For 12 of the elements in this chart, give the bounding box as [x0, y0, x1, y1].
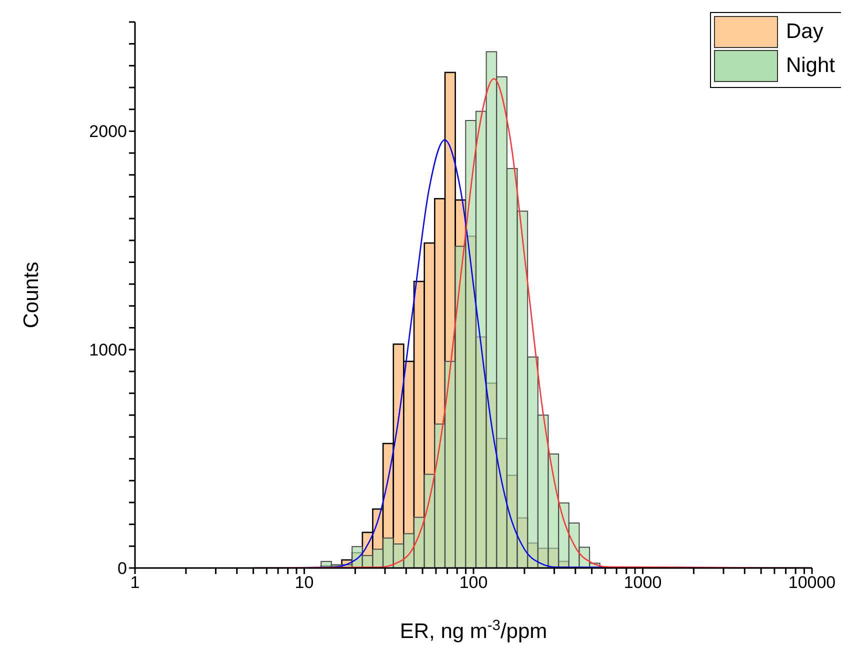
x-tick-label: 1000 — [624, 573, 662, 592]
x-tick-label: 10 — [294, 573, 314, 592]
x-axis-title: ER, ng m$^{-3}$/ppm — [400, 618, 548, 643]
legend-label: Day — [786, 20, 824, 44]
x-tick-label: 100 — [459, 573, 488, 592]
y-tick-label: 1000 — [89, 340, 127, 360]
legend-label: Night — [786, 54, 835, 78]
y-axis-title: Counts — [20, 262, 43, 328]
y-tick-label: 2000 — [89, 122, 127, 142]
x-tick-label: 10000 — [788, 573, 836, 592]
y-tick-label: 0 — [118, 559, 127, 578]
x-tick-label: 1 — [130, 573, 140, 592]
